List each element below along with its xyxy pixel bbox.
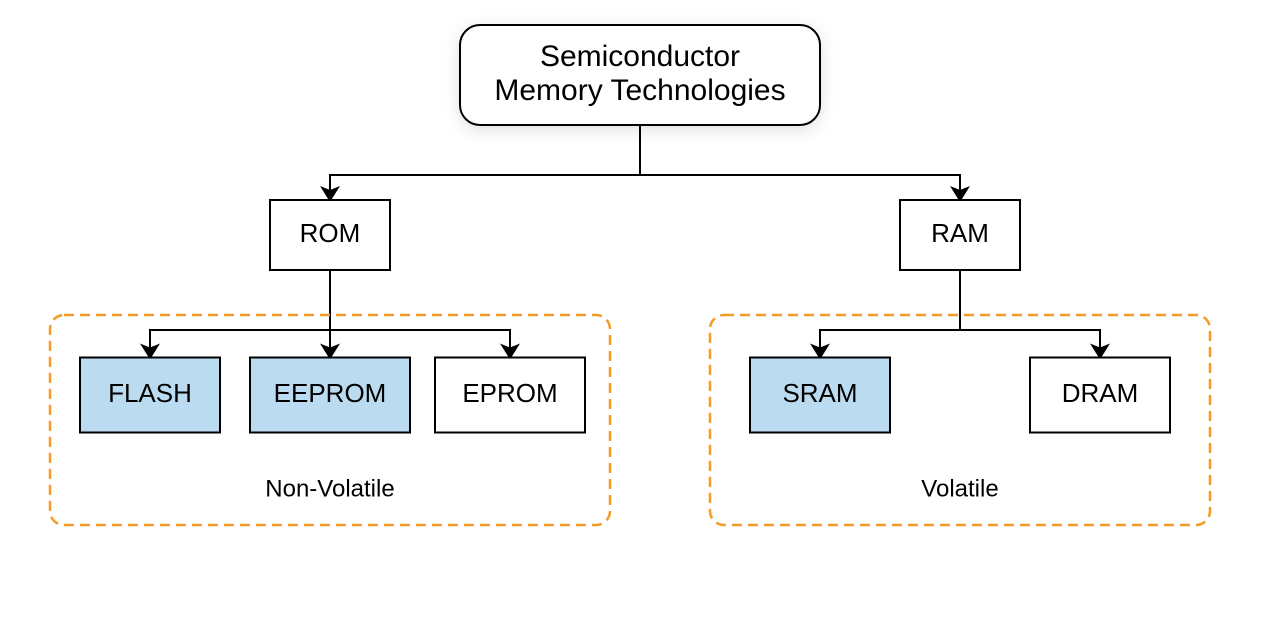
edge (330, 270, 510, 356)
node-label: SRAM (782, 378, 857, 408)
group-label: Non-Volatile (265, 475, 394, 502)
node-label: Semiconductor (540, 40, 740, 73)
edge (640, 125, 960, 198)
node-label: Memory Technologies (494, 74, 785, 107)
node-ram: RAM (900, 200, 1020, 270)
node-sram: SRAM (750, 358, 890, 433)
node-label: DRAM (1062, 378, 1139, 408)
node-label: ROM (300, 218, 361, 248)
memory-tree-diagram: Non-Volatile Volatile SemiconductorMemory… (0, 0, 1280, 620)
node-eprom: EPROM (435, 358, 585, 433)
node-flash: FLASH (80, 358, 220, 433)
node-root: SemiconductorMemory Technologies (460, 25, 820, 125)
node-label: RAM (931, 218, 989, 248)
group-label: Volatile (921, 475, 998, 502)
edge (150, 270, 330, 356)
node-rom: ROM (270, 200, 390, 270)
node-label: FLASH (108, 378, 192, 408)
edge (330, 125, 640, 198)
node-label: EPROM (462, 378, 557, 408)
node-eeprom: EEPROM (250, 358, 410, 433)
edge (820, 270, 960, 356)
node-dram: DRAM (1030, 358, 1170, 433)
edge (960, 270, 1100, 356)
node-label: EEPROM (274, 378, 387, 408)
